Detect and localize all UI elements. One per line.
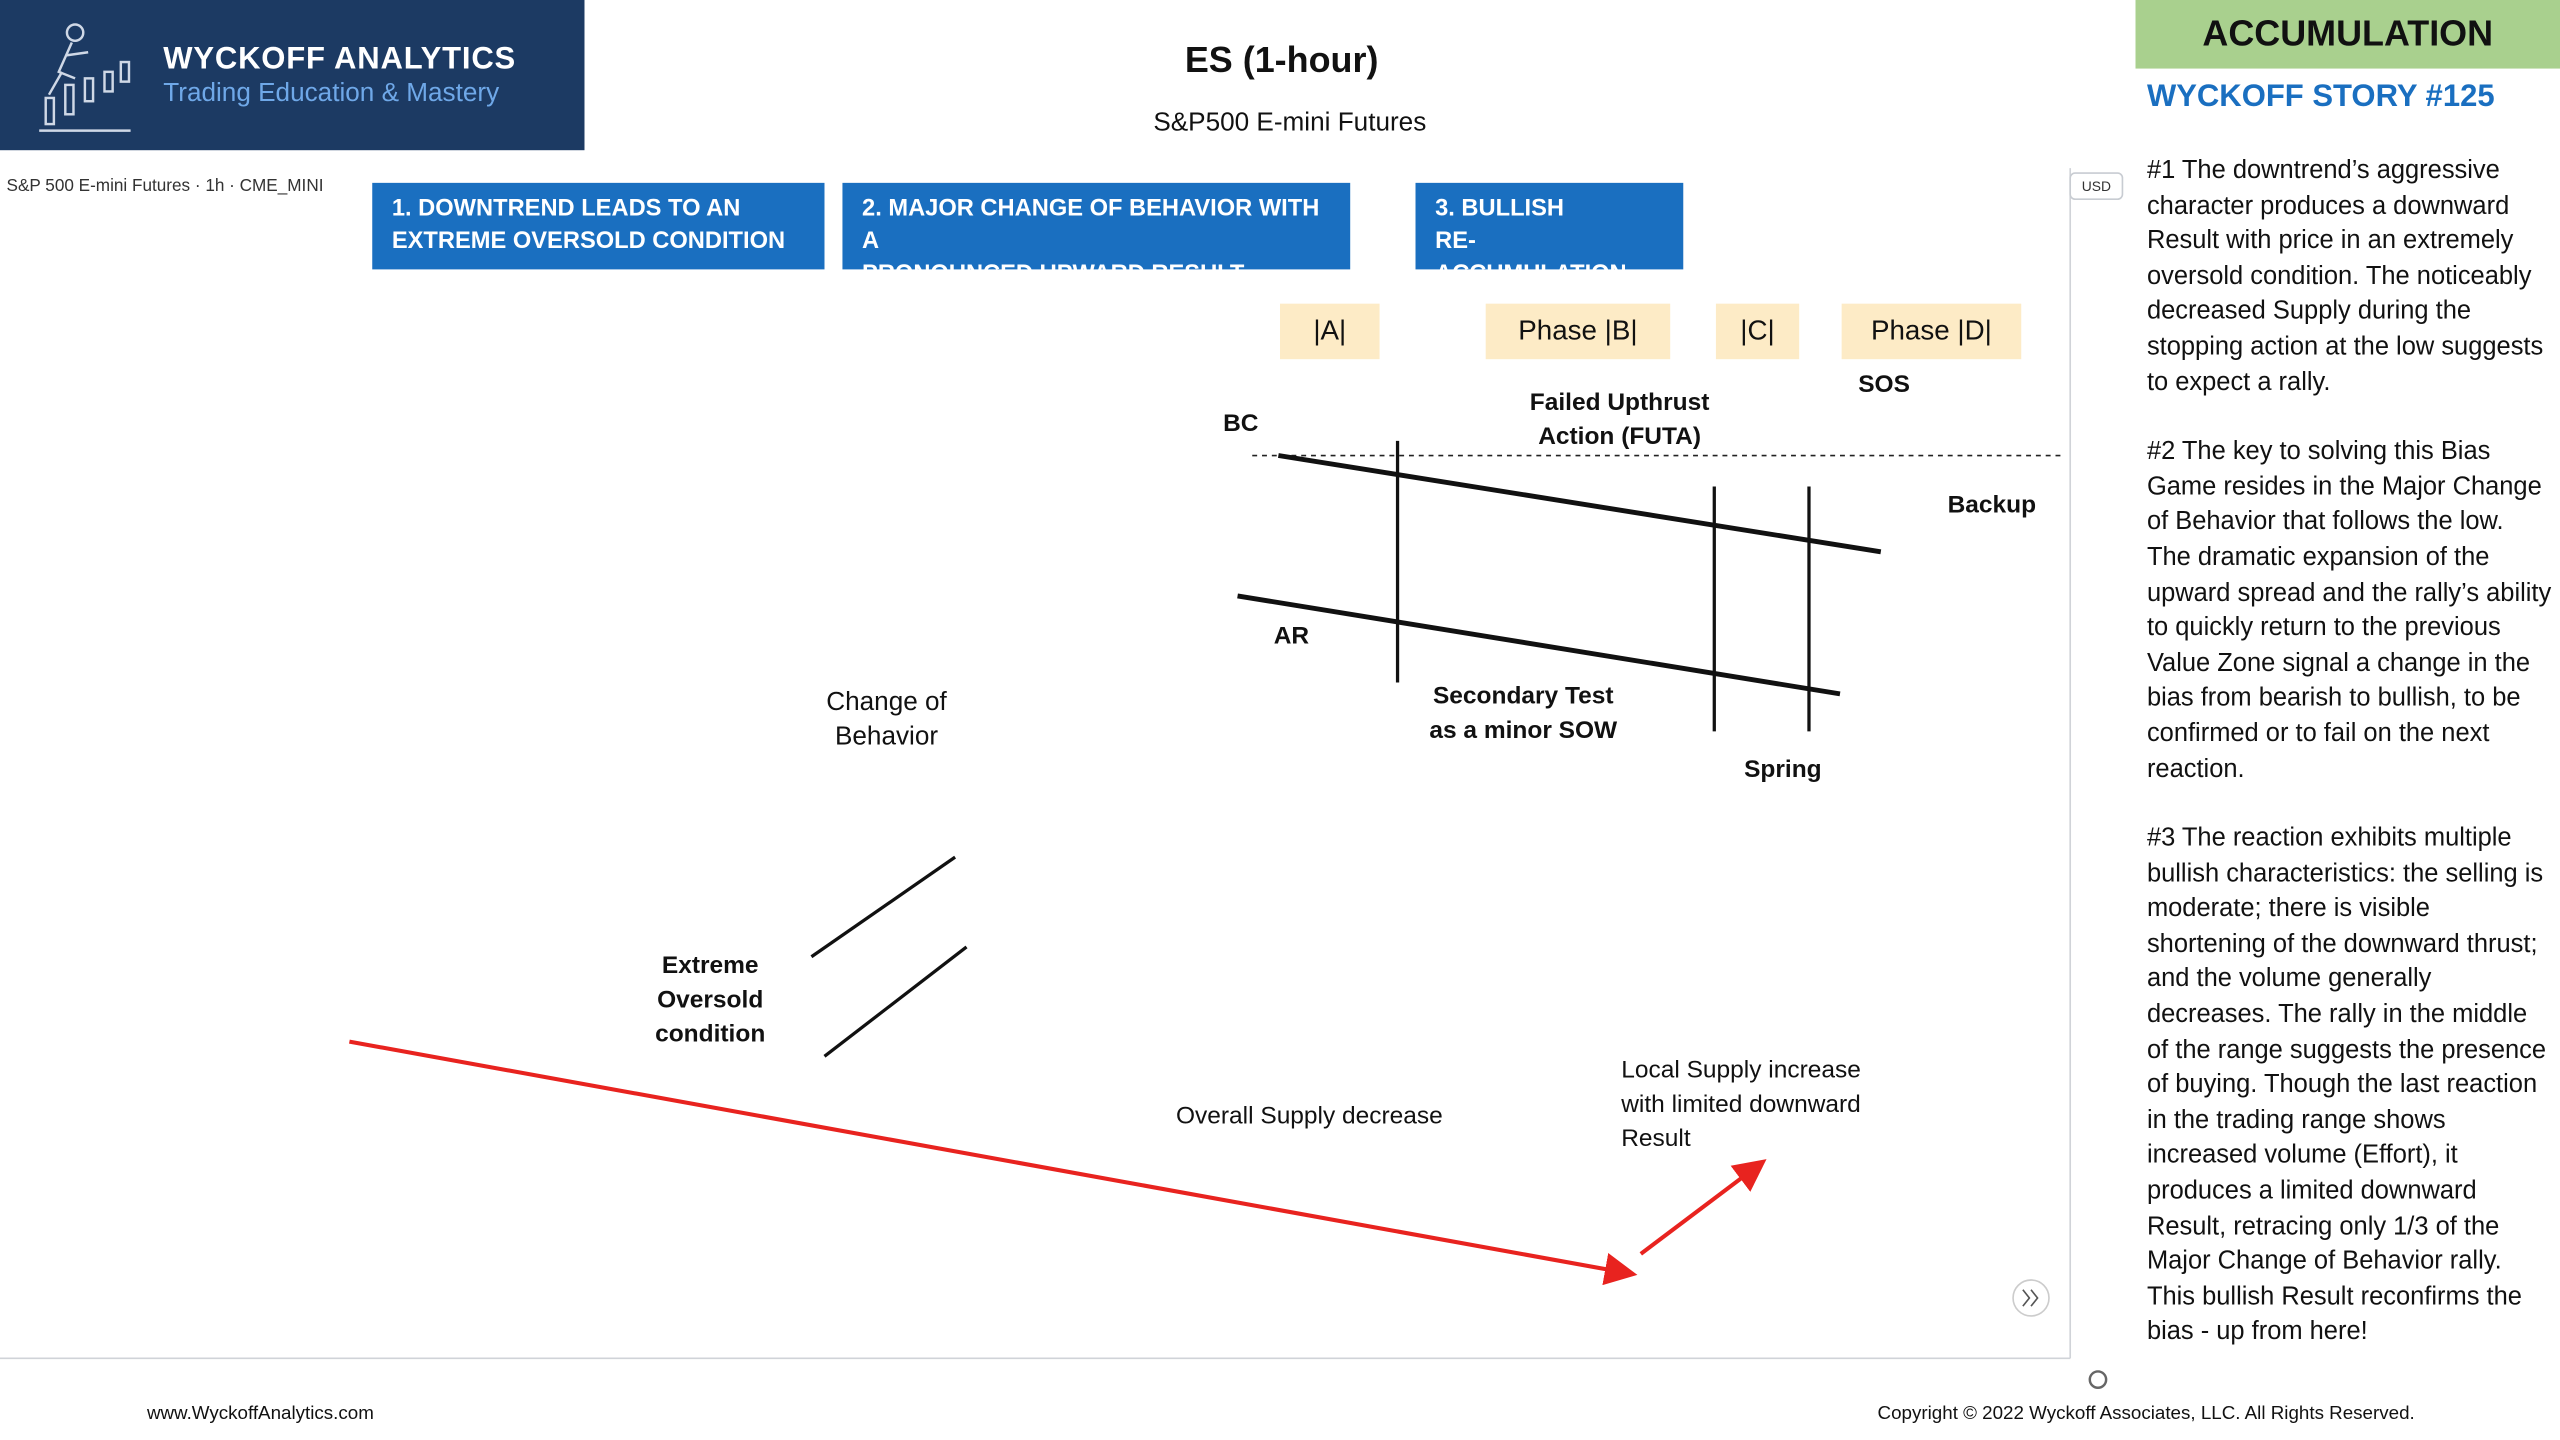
paragraph: #3 The reaction exhibits multiple bullis… [2146,824,2547,1346]
story-text: #1 The downtrend’s aggressive character … [2147,153,2552,1350]
phase-label: |A| [1280,303,1380,360]
trend-line [1277,453,1882,555]
logo-icon [39,23,131,132]
currency-box [2069,172,2124,200]
channel-line [810,855,957,959]
annotation: BC [1223,409,1259,438]
story-title: WYCKOFF STORY #125 [2146,80,2495,115]
brand: WYCKOFF ANALYTICS [163,42,517,77]
supply-arrow [349,1039,1638,1286]
annotation: Secondary Test as a minor SOW [1429,682,1618,745]
annotation: Local Supply increase with limited downw… [1621,1056,1861,1153]
section-label: 2. MAJOR CHANGE OF BEHAVIOR WITH A PRONO… [842,182,1351,287]
phase-label: Phase |B| [1485,303,1671,360]
annotation: SOS [1858,370,1910,399]
annotation-lines [349,440,2061,1286]
annotation: Failed Upthrust Action (FUTA) [1529,388,1710,451]
settings-button[interactable] [2088,1370,2108,1389]
phase-badge: ACCUMULATION [2135,0,2560,69]
symbol-header: S&P 500 E-mini Futures · 1h · CME_MINI [6,176,324,196]
scroll-button[interactable] [2012,1279,2050,1317]
website: www.WyckoffAnalytics.com [146,1404,374,1424]
phase-label: Phase |D| [1841,303,2022,360]
chart-subtitle: S&P500 E-mini Futures [1153,109,1427,138]
chart-title: ES (1-hour) [1184,39,1379,80]
section-label: 3. BULLISH RE-ACCUMULATION [1415,182,1684,287]
paragraph: #2 The key to solving this Bias Game res… [2146,437,2552,783]
supply-arrow [1639,1159,1767,1256]
currency: USD [2082,178,2111,194]
annotation: Overall Supply decrease [1175,1102,1443,1130]
channel-line [823,945,968,1058]
annotation: Backup [1947,491,2037,520]
phase-label: |C| [1715,303,1800,360]
annotation: Change of Behavior [826,688,947,752]
plot-area [0,168,2071,1359]
annotation: Spring [1744,755,1822,784]
section-label: 1. DOWNTREND LEADS TO AN EXTREME OVERSOL… [372,182,825,270]
paragraph: #1 The downtrend’s aggressive character … [2146,156,2544,397]
tagline: Trading Education & Mastery [163,80,500,108]
copyright: Copyright © 2022 Wyckoff Associates, LLC… [1877,1404,2415,1424]
annotation: AR [1273,622,1310,650]
logo-panel [0,0,585,151]
annotation: Extreme Oversold condition [655,951,766,1049]
trend-line [1237,593,1841,697]
